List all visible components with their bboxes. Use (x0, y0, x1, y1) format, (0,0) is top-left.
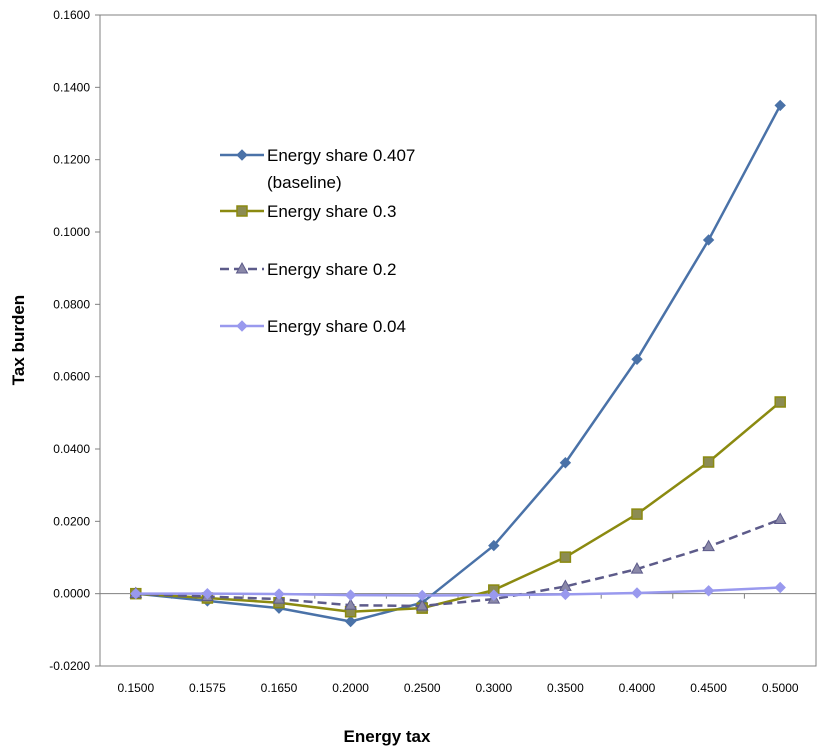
x-tick-label: 0.3000 (475, 681, 512, 695)
y-tick-label: 0.1400 (53, 80, 90, 94)
data-point (344, 615, 357, 628)
data-point (559, 588, 572, 601)
series-layer (100, 99, 816, 628)
x-tick-label: 0.4500 (690, 681, 727, 695)
legend-label: (baseline) (267, 173, 342, 192)
y-axis-ticks: -0.0200 0.0000 0.0200 0.0400 0.0600 0.0800 0.1… (49, 8, 100, 673)
y-tick-label: 0.0600 (53, 370, 90, 384)
data-point (236, 205, 248, 217)
data-point (702, 234, 715, 246)
data-point (630, 562, 644, 574)
data-point (416, 589, 428, 602)
data-point (702, 456, 715, 468)
data-point (488, 589, 500, 601)
data-point (774, 396, 786, 408)
data-point (273, 588, 285, 600)
y-tick-label: 0.1200 (53, 153, 90, 167)
data-point (235, 261, 249, 274)
data-point (236, 149, 248, 161)
legend-label: Energy share 0.2 (267, 260, 396, 279)
y-tick-label: -0.0200 (49, 659, 90, 673)
data-point (488, 539, 500, 552)
data-point (774, 99, 786, 112)
y-tick-label: 0.1600 (53, 8, 90, 22)
data-point (702, 539, 715, 552)
x-tick-label: 0.3500 (547, 681, 584, 695)
x-tick-label: 0.1500 (117, 681, 154, 695)
x-tick-label: 0.5000 (762, 681, 799, 695)
data-point (631, 353, 643, 366)
x-axis-title: Energy tax (344, 727, 431, 746)
y-tick-label: 0.1000 (53, 225, 90, 239)
data-point (130, 587, 142, 600)
data-point (774, 581, 786, 594)
legend-label: Energy share 0.3 (267, 202, 396, 221)
y-tick-label: 0.0000 (53, 587, 90, 601)
data-point (559, 551, 572, 563)
legend-label: Energy share 0.04 (267, 317, 406, 336)
y-tick-label: 0.0400 (53, 442, 90, 456)
legend-label: Energy share 0.407 (267, 146, 415, 165)
data-point (344, 598, 357, 610)
data-point (415, 598, 429, 611)
data-point (559, 457, 572, 469)
legend: Energy share 0.407 (baseline) Energy share… (220, 146, 415, 336)
y-axis-title: Tax burden (9, 295, 28, 385)
series-line (135, 104, 782, 623)
series-line (135, 586, 781, 597)
x-tick-label: 0.2500 (404, 681, 441, 695)
plot-area (99, 14, 817, 667)
series-3 (130, 581, 786, 602)
x-tick-label: 0.2000 (332, 681, 369, 695)
data-point (236, 320, 248, 332)
y-tick-label: 0.0200 (53, 514, 90, 528)
y-tick-label: 0.0800 (53, 297, 90, 311)
x-tick-label: 0.1575 (189, 681, 226, 695)
data-point (631, 587, 643, 599)
series-line (135, 401, 782, 613)
x-tick-label: 0.4000 (619, 681, 656, 695)
x-tick-label: 0.1650 (261, 681, 298, 695)
data-point (201, 587, 214, 600)
data-point (773, 512, 787, 525)
series-line (135, 518, 781, 608)
data-point (702, 585, 715, 597)
data-point (631, 508, 643, 520)
data-point (344, 589, 357, 601)
x-axis-ticks: 0.1500 0.1575 0.1650 0.2000 0.2500 0.3000 0.35… (99, 593, 817, 695)
